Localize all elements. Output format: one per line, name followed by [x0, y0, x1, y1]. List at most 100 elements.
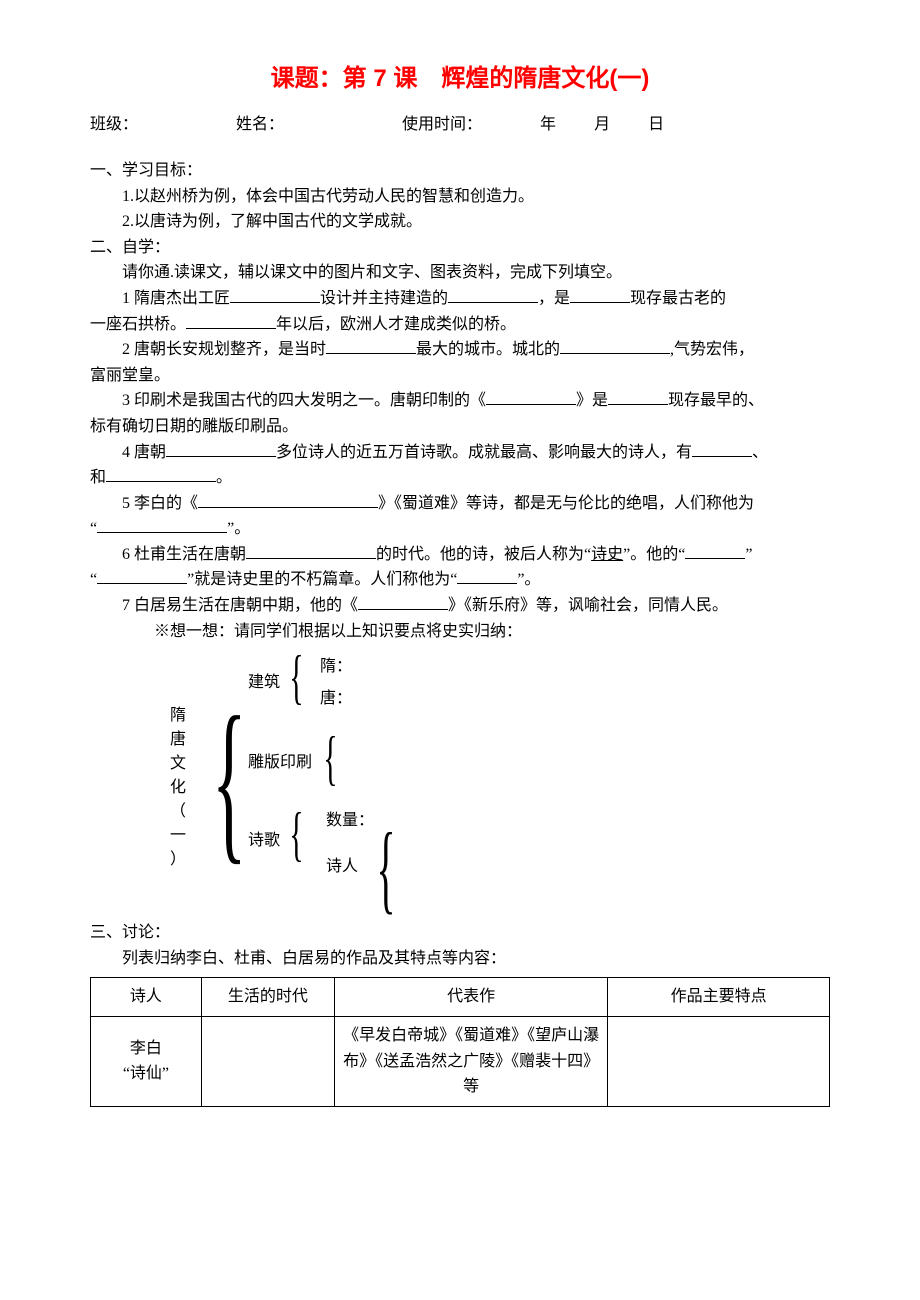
section2-head: 二、自学：: [90, 235, 830, 261]
header-line: 班级： 姓名： 使用时间： 年 月 日: [90, 112, 830, 138]
q6-text-e: ”就是诗史里的不朽篇章。人们称他为“: [187, 571, 457, 588]
q4-line2: 和。: [90, 465, 830, 491]
cell-era[interactable]: [201, 1017, 334, 1107]
q5-line2: “ ”。: [90, 516, 830, 542]
goal-1: 1.以赵州桥为例，体会中国古代劳动人民的智慧和创造力。: [90, 184, 830, 210]
col-features: 作品主要特点: [608, 978, 830, 1017]
poet-alias: “诗仙”: [123, 1065, 169, 1082]
q1-text-a: 1 隋唐杰出工匠: [122, 290, 230, 307]
brace-icon: {: [323, 728, 337, 788]
branch-printing: 雕版印刷: [248, 750, 312, 776]
q4-text-d: 和: [90, 469, 106, 486]
section3-head: 三、讨论：: [90, 920, 830, 946]
brace-icon: {: [376, 818, 395, 918]
table-row: 李白 “诗仙” 《早发白帝城》《蜀道难》《望庐山瀑布》《送孟浩然之广陵》《赠裴十…: [91, 1017, 830, 1107]
blank[interactable]: [97, 567, 187, 584]
q1-text-b: 设计并主持建造的: [320, 290, 448, 307]
branch-tang: 唐：: [320, 686, 352, 712]
col-works: 代表作: [334, 978, 607, 1017]
blank[interactable]: [326, 337, 416, 354]
q3-text-c: 现存最早的、: [668, 392, 764, 409]
q1-text-f: 年以后，欧洲人才建成类似的桥。: [276, 316, 516, 333]
q1-line2: 一座石拱桥。 年以后，欧洲人才建成类似的桥。: [90, 312, 830, 338]
blank[interactable]: [560, 337, 670, 354]
branch-poetry: 诗歌: [248, 828, 280, 854]
poets-table: 诗人 生活的时代 代表作 作品主要特点 李白 “诗仙” 《早发白帝城》《蜀道难》…: [90, 977, 830, 1106]
blank[interactable]: [97, 516, 227, 533]
blank[interactable]: [186, 312, 276, 329]
blank[interactable]: [198, 491, 378, 508]
blank[interactable]: [570, 286, 630, 303]
q4: 4 唐朝 多位诗人的近五万首诗歌。成就最高、影响最大的诗人，有 、: [90, 440, 830, 466]
blank[interactable]: [692, 440, 752, 457]
q7-text-a: 7 白居易生活在唐朝中期，他的《: [122, 597, 358, 614]
q2-text-c: ,气势宏伟，: [670, 341, 754, 358]
poet-name: 李白: [130, 1040, 162, 1057]
blank[interactable]: [457, 567, 517, 584]
cell-poet: 李白 “诗仙”: [91, 1017, 202, 1107]
name-label: 姓名：: [236, 112, 284, 138]
q2-line2: 富丽堂皇。: [90, 363, 830, 389]
q2: 2 唐朝长安规划整齐，是当时最大的城市。城北的,气势宏伟，: [90, 337, 830, 363]
branch-count: 数量：: [326, 808, 374, 834]
day-label: 日: [648, 112, 664, 138]
year-label: 年: [540, 112, 556, 138]
class-label: 班级：: [90, 112, 138, 138]
q5-text-d: ”。: [227, 520, 250, 537]
q3: 3 印刷术是我国古代的四大发明之一。唐朝印制的《 》是 现存最早的、: [90, 388, 830, 414]
q1: 1 隋唐杰出工匠 设计并主持建造的 ，是 现存最古老的: [90, 286, 830, 312]
goal-2: 2.以唐诗为例，了解中国古代的文学成就。: [90, 209, 830, 235]
q4-text-b: 多位诗人的近五万首诗歌。成就最高、影响最大的诗人，有: [276, 444, 692, 461]
q5-text-c: “: [90, 520, 97, 537]
diagram-root: 隋唐文化（一）: [170, 704, 188, 872]
blank[interactable]: [358, 593, 448, 610]
q6-text-f: ”。: [517, 571, 540, 588]
blank[interactable]: [448, 286, 538, 303]
q5-text-b: 》《蜀道难》等诗，都是无与伦比的绝唱，人们称他为: [378, 495, 754, 512]
q6-text-b: 的时代。他的诗，被后人称为“: [376, 546, 591, 563]
branch-sui: 隋：: [320, 654, 352, 680]
q3-text-a: 3 印刷术是我国古代的四大发明之一。唐朝印制的《: [122, 392, 486, 409]
q6-underlined: 诗史: [591, 546, 623, 563]
q4-text-e: 。: [216, 469, 232, 486]
section1-head: 一、学习目标：: [90, 158, 830, 184]
q3-text-b: 》是: [576, 392, 608, 409]
q7: 7 白居易生活在唐朝中期，他的《》《新乐府》等，讽喻社会，同情人民。: [90, 593, 830, 619]
q4-text-c: 、: [752, 444, 768, 461]
month-label: 月: [594, 112, 610, 138]
q5: 5 李白的《 》《蜀道难》等诗，都是无与伦比的绝唱，人们称他为: [90, 491, 830, 517]
q6-line2: “ ”就是诗史里的不朽篇章。人们称他为“ ”。: [90, 567, 830, 593]
q6-text-b3: ”。他的“: [623, 546, 685, 563]
col-poet: 诗人: [91, 978, 202, 1017]
cell-features[interactable]: [608, 1017, 830, 1107]
blank[interactable]: [486, 388, 576, 405]
q6-text-d: “: [90, 571, 97, 588]
section3-intro: 列表归纳李白、杜甫、白居易的作品及其特点等内容：: [90, 946, 830, 972]
branch-architecture: 建筑: [248, 670, 280, 696]
q2-text-a: 2 唐朝长安规划整齐，是当时: [122, 341, 326, 358]
blank[interactable]: [685, 542, 745, 559]
blank[interactable]: [608, 388, 668, 405]
time-label: 使用时间：: [402, 112, 482, 138]
blank[interactable]: [246, 542, 376, 559]
branch-poets: 诗人: [326, 854, 358, 880]
brace-icon: {: [289, 804, 303, 864]
concept-diagram: 隋唐文化（一） { 建筑 { 隋： 唐： 雕版印刷 { 诗歌 { 数量： 诗人 …: [130, 650, 830, 910]
q3-line2: 标有确切日期的雕版印刷品。: [90, 414, 830, 440]
q4-text-a: 4 唐朝: [122, 444, 166, 461]
blank[interactable]: [230, 286, 320, 303]
table-header-row: 诗人 生活的时代 代表作 作品主要特点: [91, 978, 830, 1017]
blank[interactable]: [106, 465, 216, 482]
blank[interactable]: [166, 440, 276, 457]
col-era: 生活的时代: [201, 978, 334, 1017]
section2-intro: 请你通.读课文，辅以课文中的图片和文字、图表资料，完成下列填空。: [90, 260, 830, 286]
q6-text-c: ”: [745, 546, 752, 563]
q1-text-c: ，是: [538, 290, 570, 307]
q6-text-a: 6 杜甫生活在唐朝: [122, 546, 246, 563]
page-title: 课题：第 7 课 辉煌的隋唐文化(一): [90, 60, 830, 98]
think-prompt: ※想一想：请同学们根据以上知识要点将史实归纳：: [90, 619, 830, 645]
q1-text-d: 现存最古老的: [630, 290, 726, 307]
cell-works: 《早发白帝城》《蜀道难》《望庐山瀑布》《送孟浩然之广陵》《赠裴十四》等: [334, 1017, 607, 1107]
q1-text-e: 一座石拱桥。: [90, 316, 186, 333]
q5-text-a: 5 李白的《: [122, 495, 198, 512]
